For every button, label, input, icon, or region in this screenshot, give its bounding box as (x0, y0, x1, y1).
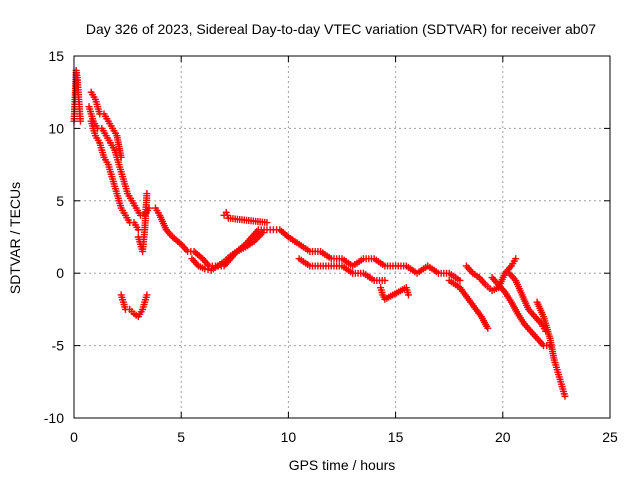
y-tick-label: 10 (48, 120, 64, 136)
y-axis-title: SDTVAR / TECUs (7, 182, 23, 294)
data-point (143, 291, 151, 299)
y-tick-label: 5 (56, 193, 64, 209)
x-tick-labels: 0 5 10 15 20 25 (70, 429, 618, 445)
plot-frame (73, 55, 611, 419)
series-late-descent-c (505, 269, 550, 335)
data-point (117, 153, 125, 161)
series-afternoon-lower (295, 255, 389, 284)
series-isolated-points (220, 208, 271, 227)
data-point (143, 190, 151, 198)
series-mid-day-lower (188, 229, 267, 274)
data-point (381, 276, 389, 284)
series-late-descent-a (445, 276, 492, 332)
interpolated-point (204, 266, 212, 274)
series-dips-near-14 (377, 284, 412, 303)
y-tick-label: -10 (44, 410, 64, 426)
series-afternoon (284, 233, 464, 284)
x-axis-title: GPS time / hours (289, 457, 396, 473)
grid-lines (74, 56, 610, 418)
x-tick-label: 5 (177, 429, 185, 445)
data-point (456, 276, 464, 284)
series-negative-island (117, 291, 151, 321)
data-point (259, 229, 267, 237)
data-point (484, 324, 492, 332)
chart-title: Day 326 of 2023, Sidereal Day-to-day VTE… (86, 21, 596, 37)
data-point (76, 117, 84, 125)
series-drop-segment (134, 190, 151, 255)
data-point (404, 291, 412, 299)
y-tick-label: 15 (48, 48, 64, 64)
series-band-upper (87, 88, 125, 161)
x-tick-label: 0 (70, 429, 78, 445)
data-point (561, 392, 569, 400)
y-tick-labels: -10 -5 0 5 10 15 (44, 48, 64, 426)
series-main-descent (85, 103, 153, 219)
series-final-drop (533, 298, 569, 400)
series-late-descent-b (488, 274, 554, 350)
x-tick-label: 25 (602, 429, 618, 445)
x-tick-label: 15 (388, 429, 404, 445)
data-point (263, 219, 271, 227)
y-tick-label: 0 (56, 265, 64, 281)
y-tick-label: -5 (52, 338, 65, 354)
data-point (201, 265, 209, 273)
data-point (512, 255, 520, 263)
axis-ticks (73, 55, 611, 419)
data-point (134, 226, 142, 234)
x-tick-label: 10 (281, 429, 297, 445)
x-tick-label: 20 (495, 429, 511, 445)
series-band-lower (87, 117, 142, 234)
data-points (70, 66, 569, 400)
